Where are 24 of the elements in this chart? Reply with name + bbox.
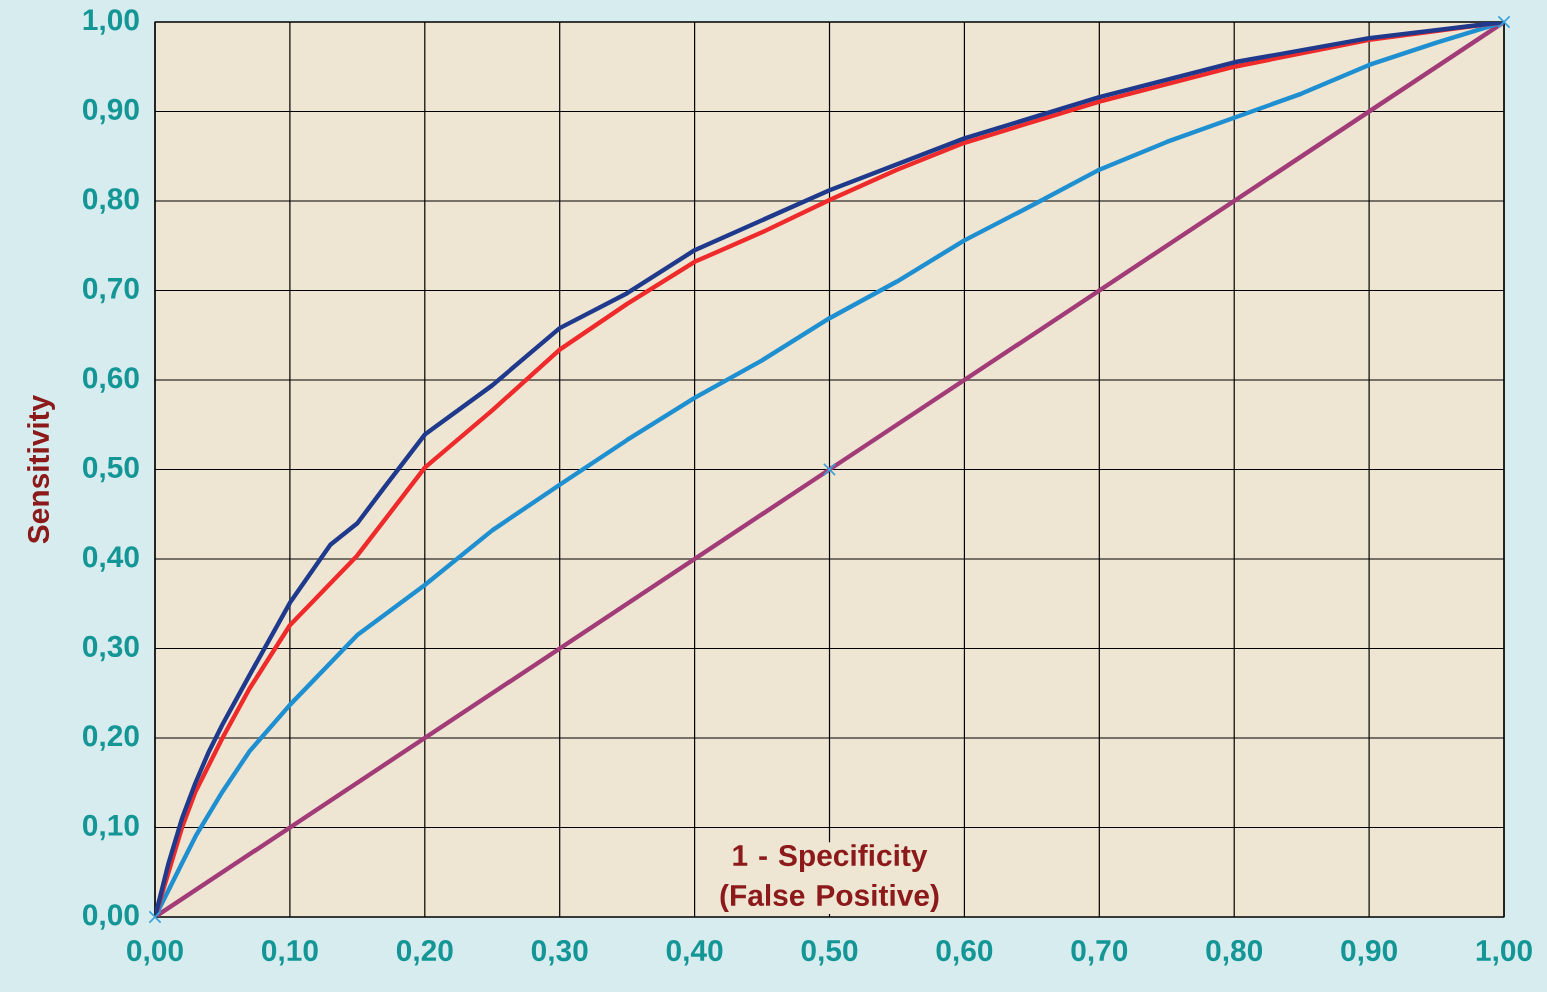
y-tick-label: 0,70: [83, 277, 139, 304]
x-tick-label: 0,50: [801, 939, 858, 966]
y-tick-label: 0,00: [83, 904, 139, 930]
x-tick-label: 0,60: [936, 939, 993, 966]
y-tick-label: 0,40: [83, 546, 139, 572]
x-tick-label: 0,40: [666, 939, 723, 966]
x-tick-label: 0,70: [1071, 939, 1128, 966]
y-tick-label: 0,50: [83, 456, 139, 483]
x-tick-label: 0,10: [262, 939, 318, 966]
y-tick-label: 0,80: [83, 188, 139, 214]
x-axis-title: 1 - Specificity (False Positive): [720, 844, 939, 912]
x-tick-label: 0,20: [396, 939, 453, 966]
y-tick-label: 0,90: [83, 98, 139, 125]
x-tick-label: 0,90: [1341, 939, 1397, 966]
x-tick-label: 0,30: [531, 939, 588, 966]
y-tick-label: 0,20: [83, 725, 139, 751]
y-axis-title: Sensitivity: [27, 394, 55, 544]
y-tick-label: 0,10: [83, 814, 139, 841]
x-tick-label: 0,00: [127, 939, 183, 966]
y-tick-label: 0,60: [83, 367, 139, 393]
y-tick-label: 1,00: [83, 9, 139, 35]
x-tick-label: 0,80: [1206, 939, 1263, 966]
x-tick-label: 1,00: [1476, 939, 1532, 966]
y-tick-label: 0,30: [83, 635, 139, 662]
